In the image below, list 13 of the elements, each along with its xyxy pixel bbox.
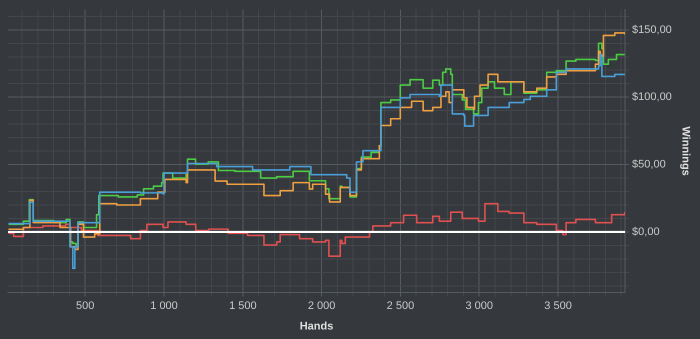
x-tick-label: 1 000	[150, 300, 178, 312]
x-tick-label: 500	[76, 300, 94, 312]
x-tick-label: 1 500	[229, 300, 257, 312]
y-tick-label: $50,00	[632, 158, 666, 171]
y-tick-label: $150,00	[632, 24, 672, 36]
y-axis-title: Winnings	[679, 126, 692, 176]
y-tick-label: $0,00	[632, 226, 660, 238]
y-tick-label: $100,00	[632, 91, 672, 104]
x-tick-label: 3 000	[465, 300, 494, 312]
x-tick-label: 2 000	[308, 300, 336, 312]
x-tick-label: 3 500	[544, 300, 572, 312]
x-axis-title: Hands	[300, 320, 334, 332]
x-tick-label: 2 500	[386, 300, 414, 312]
